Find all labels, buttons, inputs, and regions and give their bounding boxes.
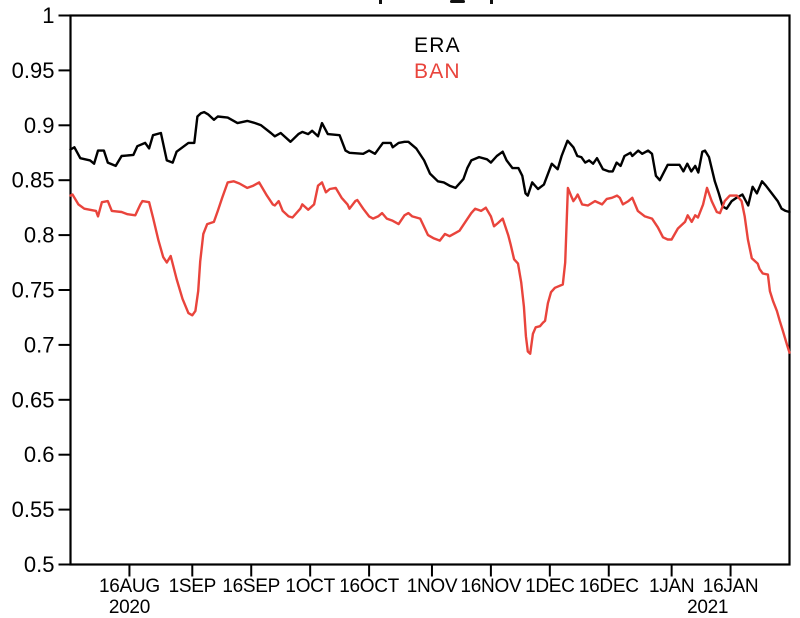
y-tick-label: 0.6 (24, 442, 55, 467)
x-tick-label: 16JAN (703, 576, 759, 597)
y-tick-label: 0.9 (24, 113, 55, 138)
x-tick-year-label: 2021 (687, 597, 728, 618)
y-axis-labels: 1 0.95 0.9 0.85 0.8 0.75 0.7 0.65 0.6 0.55 0.5 (12, 3, 55, 577)
x-tick-label: 1NOV (407, 576, 458, 597)
y-tick-label: 0.85 (12, 168, 55, 193)
x-tick-label: 1DEC (525, 576, 574, 597)
y-axis-ticks (58, 14, 71, 566)
y-tick-label: 0.8 (24, 223, 55, 248)
y-tick-label: 0.5 (24, 552, 55, 577)
x-tick-label: 1SEP (169, 576, 216, 597)
y-tick-label: 0.75 (12, 278, 55, 303)
legend-entry-ban: BAN (414, 60, 461, 83)
y-tick-label: 0.7 (24, 332, 55, 357)
x-tick-year-label: 2020 (109, 597, 150, 618)
x-axis-ticks (128, 564, 732, 577)
y-tick-label: 0.65 (12, 387, 55, 412)
series-line-era (69, 110, 791, 214)
plot-frame (69, 14, 791, 566)
x-tick-label: 16DEC (579, 576, 639, 597)
x-tick-label: 16OCT (339, 576, 399, 597)
legend-entry-era: ERA (414, 34, 461, 57)
x-tick-label: 1JAN (649, 576, 694, 597)
y-tick-label: 1 (42, 3, 54, 28)
y-tick-label: 0.95 (12, 58, 55, 83)
x-tick-label: 16AUG (99, 576, 160, 597)
y-tick-label: 0.55 (12, 497, 55, 522)
legend: ERA BAN (414, 34, 461, 83)
x-tick-label: 16SEP (222, 576, 280, 597)
x-tick-label: 1OCT (285, 576, 335, 597)
data-series (69, 110, 791, 355)
series-line-ban (69, 180, 791, 355)
x-tick-label: 16NOV (460, 576, 521, 597)
clipped-title-fragments (379, 0, 493, 4)
